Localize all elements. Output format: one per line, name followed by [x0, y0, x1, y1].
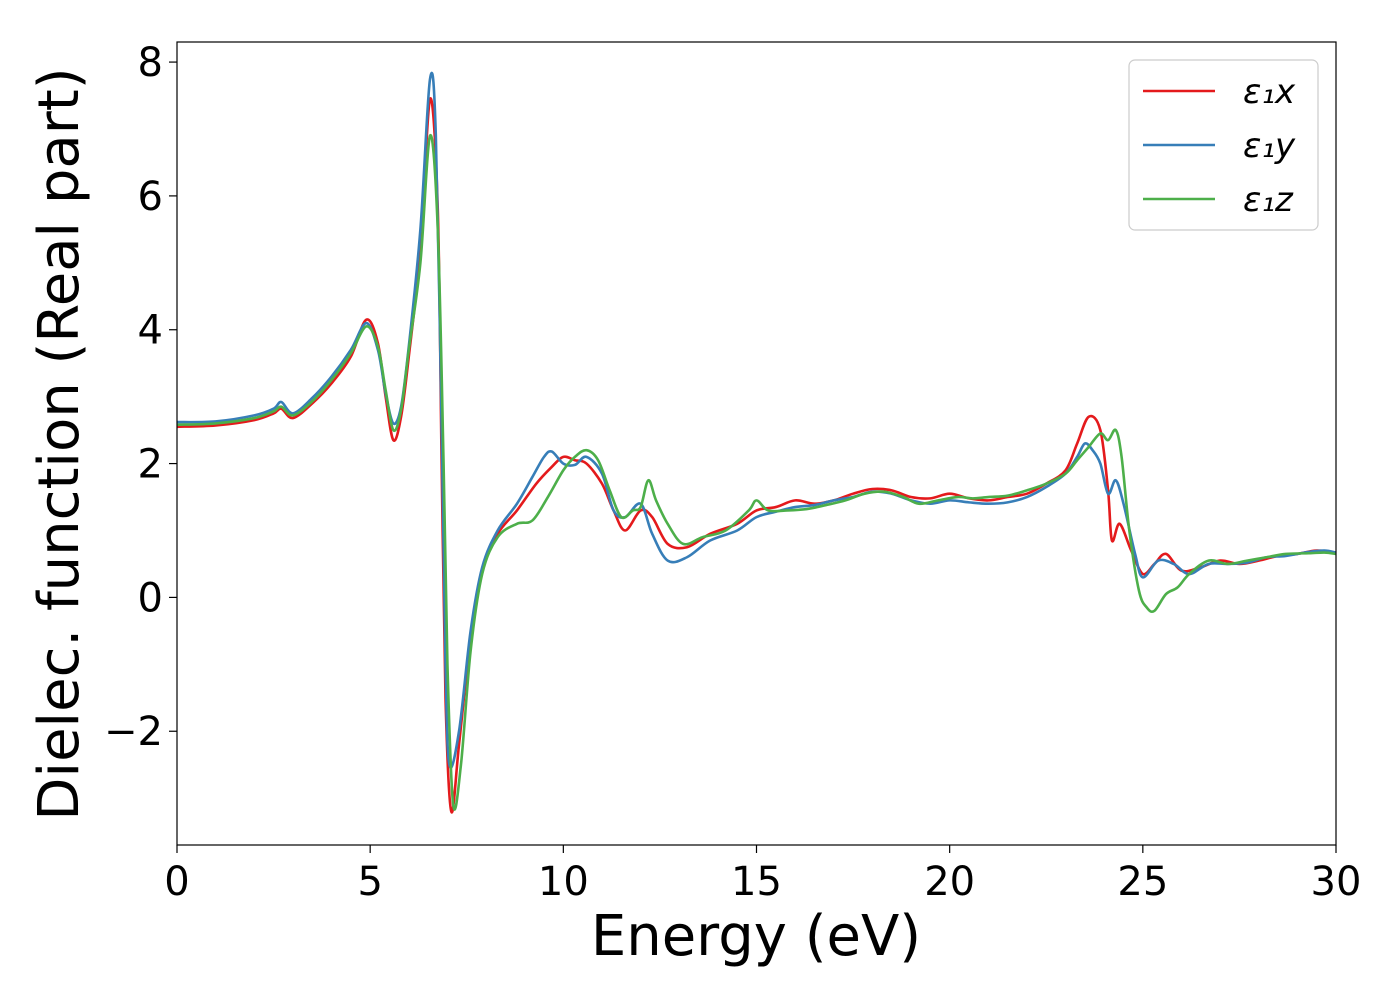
legend-label: ε₁y [1243, 126, 1296, 166]
y-tick-label: 0 [138, 575, 163, 621]
legend-label: ε₁x [1243, 72, 1296, 112]
x-tick-label: 15 [731, 859, 782, 905]
y-axis-ticks: −2 0 2 4 6 8 [104, 40, 177, 755]
x-tick-label: 20 [924, 859, 975, 905]
legend: ε₁x ε₁y ε₁z [1128, 59, 1319, 231]
x-tick-label: 25 [1117, 859, 1168, 905]
legend-entries: ε₁x ε₁y ε₁z [1143, 72, 1296, 220]
y-tick-label: 8 [138, 40, 163, 86]
x-axis-label: Energy (eV) [591, 904, 921, 969]
x-tick-label: 10 [538, 859, 589, 905]
legend-box [1128, 59, 1319, 231]
x-tick-label: 0 [164, 859, 189, 905]
y-tick-label: 4 [138, 308, 163, 354]
series-line-2 [176, 134, 1337, 811]
plot-lines [176, 71, 1337, 814]
y-tick-label: 2 [138, 442, 163, 488]
y-tick-label: 6 [138, 174, 163, 220]
x-tick-label: 30 [1311, 859, 1362, 905]
x-axis-ticks: 0 5 10 15 20 25 30 [164, 845, 1361, 905]
legend-label: ε₁z [1243, 180, 1294, 220]
y-axis-label: Dielec. function (Real part) [27, 67, 92, 820]
y-tick-label: −2 [104, 709, 163, 755]
x-tick-label: 5 [357, 859, 382, 905]
